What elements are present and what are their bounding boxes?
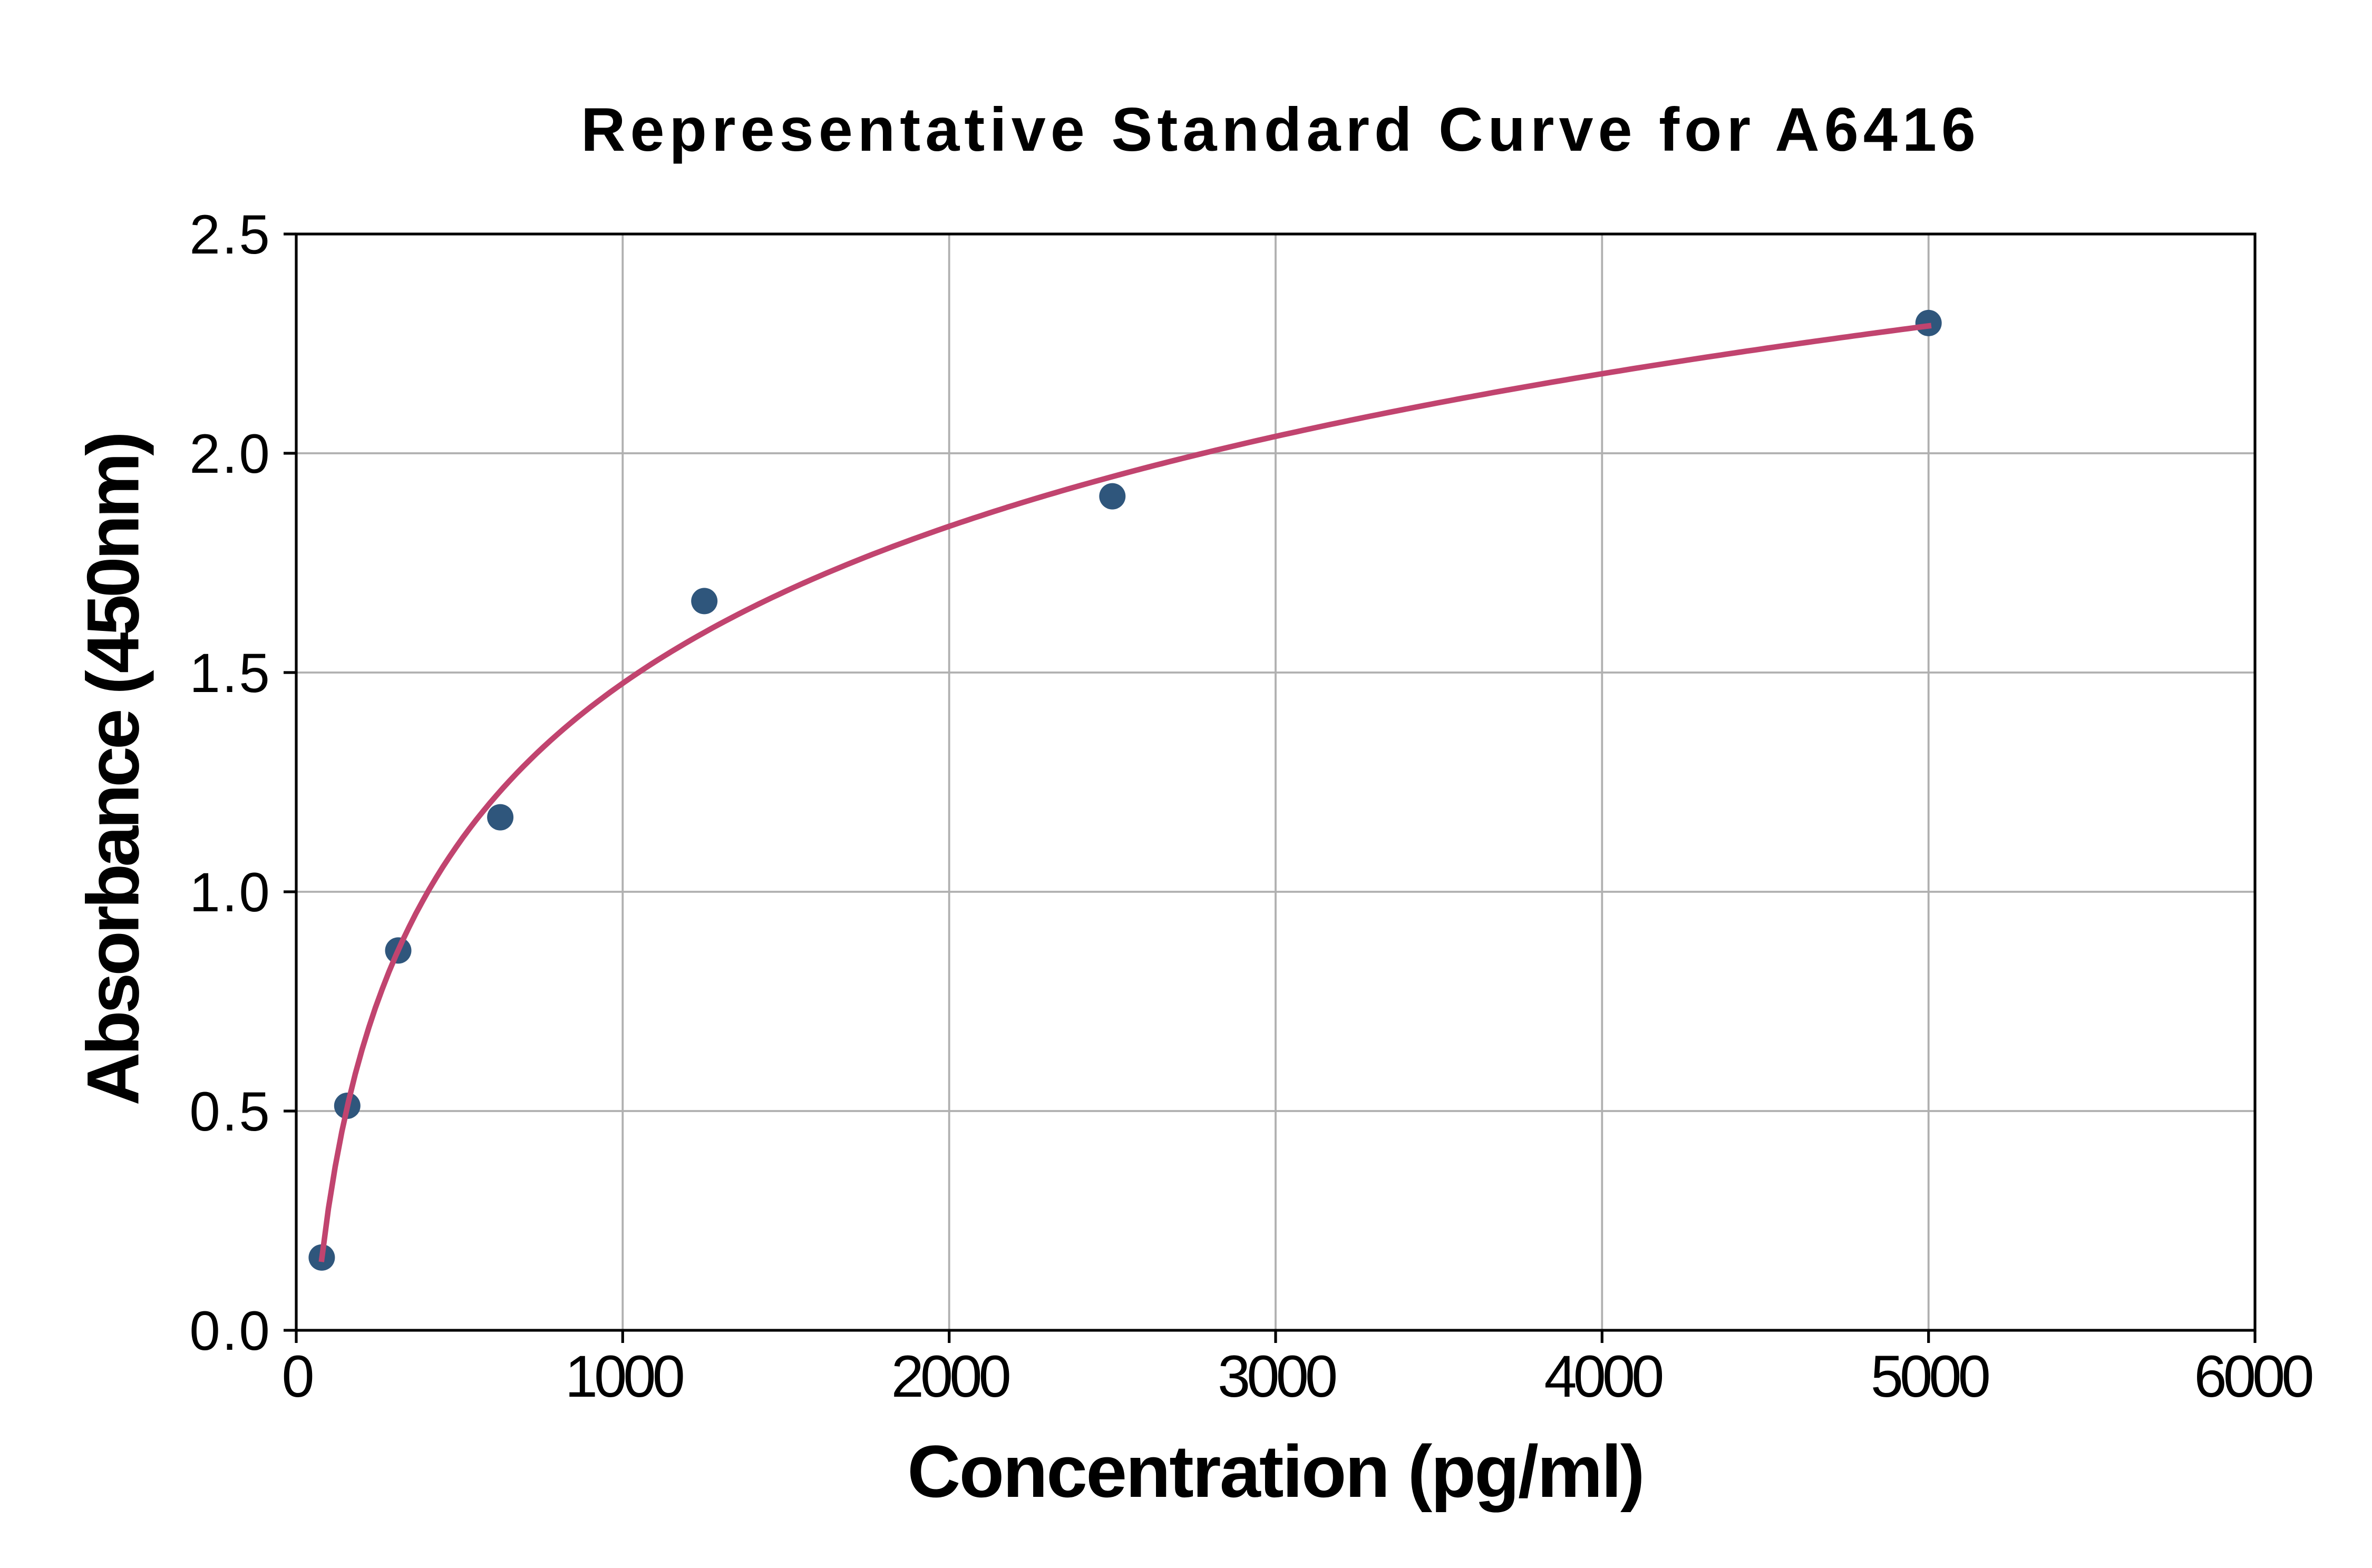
svg-text:0.5: 0.5 <box>189 1081 271 1143</box>
svg-text:2000: 2000 <box>891 1343 1009 1409</box>
svg-text:0: 0 <box>281 1343 312 1409</box>
svg-text:Representative Standard Curve: Representative Standard Curve for A6416 <box>581 95 1980 164</box>
svg-text:5000: 5000 <box>1871 1343 1989 1409</box>
svg-text:2.0: 2.0 <box>189 423 271 485</box>
svg-text:1000: 1000 <box>565 1343 683 1409</box>
svg-text:0.0: 0.0 <box>189 1300 271 1362</box>
svg-text:2.5: 2.5 <box>189 204 271 266</box>
svg-text:6000: 6000 <box>2194 1343 2312 1409</box>
svg-text:1.5: 1.5 <box>189 642 271 704</box>
svg-text:4000: 4000 <box>1544 1343 1662 1409</box>
svg-text:3000: 3000 <box>1218 1343 1336 1409</box>
svg-text:Concentration (pg/ml): Concentration (pg/ml) <box>907 1430 1644 1513</box>
svg-text:Absorbance (450nm): Absorbance (450nm) <box>72 434 154 1105</box>
svg-text:1.0: 1.0 <box>189 862 271 923</box>
